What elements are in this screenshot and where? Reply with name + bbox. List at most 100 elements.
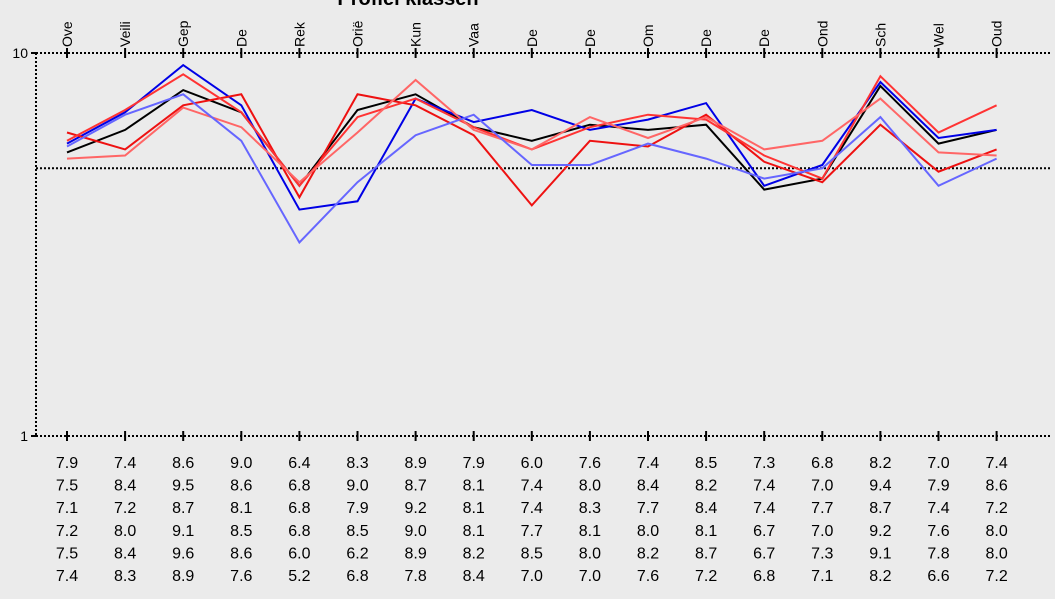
- table-cell: 8.6: [172, 455, 194, 472]
- table-cell: 8.0: [579, 545, 601, 562]
- table-cell: 8.4: [695, 500, 717, 517]
- table-cell: 8.2: [869, 455, 891, 472]
- table-cell: 8.9: [404, 545, 426, 562]
- y-tick-label: 10: [12, 45, 28, 61]
- table-cell: 7.9: [463, 455, 485, 472]
- table-cell: 7.0: [811, 523, 833, 540]
- table-cell: 6.8: [288, 500, 310, 517]
- table-cell: 7.2: [695, 568, 717, 585]
- table-cell: 8.1: [463, 523, 485, 540]
- table-cell: 9.0: [404, 523, 426, 540]
- table-cell: 7.3: [753, 455, 775, 472]
- x-tick-label: De: [698, 29, 714, 47]
- table-cell: 7.9: [56, 455, 78, 472]
- table-cell: 6.0: [521, 455, 543, 472]
- table-cell: 7.6: [230, 568, 252, 585]
- table-cell: 8.5: [230, 523, 252, 540]
- table-cell: 8.3: [579, 500, 601, 517]
- table-cell: 7.4: [56, 568, 78, 585]
- table-cell: 8.9: [404, 455, 426, 472]
- table-cell: 9.2: [869, 523, 891, 540]
- table-cell: 8.7: [404, 478, 426, 495]
- table-cell: 8.2: [463, 545, 485, 562]
- table-cell: 7.7: [637, 500, 659, 517]
- series-line-1: [66, 84, 997, 191]
- table-cell: 8.7: [172, 500, 194, 517]
- table-cell: 8.2: [695, 478, 717, 495]
- table-cell: 7.8: [927, 545, 949, 562]
- x-tick-label: Oud: [989, 21, 1005, 47]
- table-cell: 8.1: [695, 523, 717, 540]
- table-cell: 8.4: [114, 478, 136, 495]
- table-cell: 7.6: [637, 568, 659, 585]
- table-cell: 9.2: [404, 500, 426, 517]
- x-tick-label: Sch: [872, 23, 888, 47]
- table-cell: 7.2: [985, 568, 1007, 585]
- table-cell: 7.4: [114, 455, 136, 472]
- table-cell: 7.0: [811, 478, 833, 495]
- x-tick-label: Rek: [291, 21, 307, 47]
- table-cell: 8.0: [114, 523, 136, 540]
- table-cell: 7.0: [521, 568, 543, 585]
- table-cell: 8.9: [172, 568, 194, 585]
- table-cell: 8.0: [579, 478, 601, 495]
- table-cell: 8.2: [869, 568, 891, 585]
- table-cell: 8.1: [579, 523, 601, 540]
- x-tick-label: Om: [640, 24, 656, 47]
- x-tick-label: Wel: [931, 23, 947, 47]
- table-cell: 8.0: [985, 545, 1007, 562]
- table-cell: 8.5: [695, 455, 717, 472]
- table-cell: 8.1: [463, 500, 485, 517]
- table-cell: 7.4: [753, 500, 775, 517]
- table-cell: 6.8: [288, 478, 310, 495]
- table-cell: 8.0: [637, 523, 659, 540]
- table-cell: 6.8: [753, 568, 775, 585]
- x-tick-label: De: [524, 29, 540, 47]
- table-cell: 7.3: [811, 545, 833, 562]
- table-cell: 7.4: [637, 455, 659, 472]
- table-cell: 6.8: [288, 523, 310, 540]
- table-cell: 7.0: [927, 455, 949, 472]
- table-cell: 7.6: [927, 523, 949, 540]
- table-cell: 7.5: [56, 545, 78, 562]
- table-cell: 7.4: [753, 478, 775, 495]
- table-cell: 7.2: [114, 500, 136, 517]
- y-tick-label: 1: [20, 428, 28, 444]
- table-cell: 8.4: [463, 568, 485, 585]
- table-cell: 6.0: [288, 545, 310, 562]
- table-cell: 8.5: [346, 523, 368, 540]
- x-tick-label: Veili: [117, 21, 133, 47]
- table-cell: 6.6: [927, 568, 949, 585]
- x-tick-label: De: [756, 29, 772, 47]
- table-cell: 7.2: [56, 523, 78, 540]
- table-cell: 7.1: [811, 568, 833, 585]
- table-cell: 6.8: [811, 455, 833, 472]
- table-cell: 8.7: [869, 500, 891, 517]
- table-cell: 7.6: [579, 455, 601, 472]
- x-tick-label: De: [582, 29, 598, 47]
- table-cell: 7.9: [927, 478, 949, 495]
- table-cell: 7.7: [521, 523, 543, 540]
- table-cell: 7.0: [579, 568, 601, 585]
- table-cell: 8.4: [637, 478, 659, 495]
- chart-title: Profiel klassen: [337, 0, 478, 10]
- table-cell: 8.3: [346, 455, 368, 472]
- table-cell: 9.4: [869, 478, 891, 495]
- table-cell: 8.5: [521, 545, 543, 562]
- table-cell: 7.1: [56, 500, 78, 517]
- table-cell: 6.8: [346, 568, 368, 585]
- series-line-3: [66, 93, 997, 207]
- table-cell: 7.7: [811, 500, 833, 517]
- series-line-2: [66, 63, 997, 211]
- table-cell: 6.2: [346, 545, 368, 562]
- table-cell: 7.4: [521, 478, 543, 495]
- table-cell: 7.4: [521, 500, 543, 517]
- table-cell: 8.3: [114, 568, 136, 585]
- table-cell: 8.0: [985, 523, 1007, 540]
- table-cell: 6.4: [288, 455, 310, 472]
- table-cell: 9.1: [869, 545, 891, 562]
- table-cell: 9.0: [230, 455, 252, 472]
- table-cell: 8.6: [985, 478, 1007, 495]
- table-cell: 8.1: [463, 478, 485, 495]
